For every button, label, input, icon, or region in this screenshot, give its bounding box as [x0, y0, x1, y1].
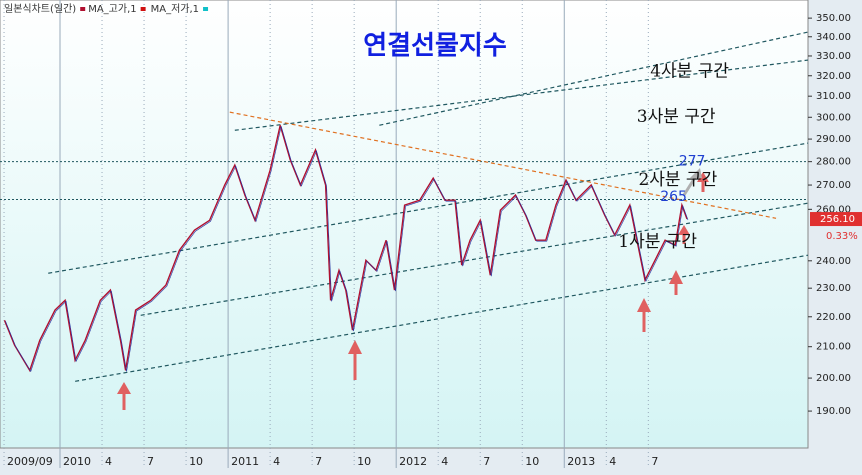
- x-tick-label: 2011: [231, 455, 259, 468]
- y-tick-label: 220.00: [816, 312, 851, 323]
- legend-swatch: [203, 7, 209, 11]
- y-tick-label: 260.00: [816, 204, 851, 215]
- y-tick-label: 210.00: [816, 342, 851, 353]
- annotation: 265: [660, 189, 687, 205]
- legend-label: MA_저가,1: [151, 3, 199, 15]
- x-tick-label: 7: [315, 455, 322, 468]
- annotation: 3사분 구간: [637, 107, 716, 127]
- y-tick-label: 240.00: [816, 256, 851, 267]
- y-tick-label: 320.00: [816, 71, 851, 82]
- y-tick-label: 330.00: [816, 51, 851, 62]
- y-tick-label: 340.00: [816, 32, 851, 43]
- y-tick-label: 290.00: [816, 134, 851, 145]
- change-label: 0.33%: [826, 231, 858, 242]
- trend-line: [75, 254, 809, 382]
- arrows: [117, 172, 709, 410]
- x-tick-label: 10: [525, 455, 539, 468]
- chart-title: 연결선물지수: [363, 31, 507, 61]
- price-line: [3, 125, 688, 373]
- legend-swatch: [140, 7, 146, 11]
- annotation: 277: [679, 154, 706, 170]
- plot-area: [0, 0, 809, 449]
- last-price-label: 256.10: [820, 214, 855, 225]
- x-tick-label: 2010: [63, 455, 91, 468]
- price-shadow: [5, 126, 689, 373]
- legend-label: 일본식차트(일간): [4, 3, 76, 15]
- arrow: [682, 175, 698, 196]
- last-price-box: [810, 212, 862, 227]
- y-tick-label: 280.00: [816, 157, 851, 168]
- y-tick-label: 230.00: [816, 283, 851, 294]
- x-tick-label: 4: [441, 455, 448, 468]
- y-tick-label: 310.00: [816, 91, 851, 102]
- annotation: 4사분 구간: [650, 61, 729, 81]
- trend-line: [140, 202, 809, 316]
- x-tick-label: 10: [357, 455, 371, 468]
- x-tick-label: 10: [189, 455, 203, 468]
- x-tick-label: 2013: [567, 455, 595, 468]
- x-tick-label: 4: [105, 455, 112, 468]
- y-tick-label: 350.00: [816, 13, 851, 24]
- y-tick-label: 190.00: [816, 406, 851, 417]
- legend-label: MA_고가,1: [88, 3, 136, 15]
- x-tick-label: 2012: [399, 455, 427, 468]
- x-tick-label: 4: [273, 455, 280, 468]
- x-tick-label: 7: [651, 455, 658, 468]
- trend-line: [234, 59, 809, 131]
- y-tick-label: 200.00: [816, 373, 851, 384]
- trend-line: [48, 142, 809, 274]
- x-tick-label: 7: [483, 455, 490, 468]
- legend-swatch: [80, 7, 86, 11]
- trend-line: [229, 111, 777, 219]
- trend-line: [379, 31, 809, 126]
- annotation: 2사분 구간: [638, 170, 717, 190]
- annotation: 1사분 구간: [618, 232, 697, 252]
- x-tick-label: 7: [147, 455, 154, 468]
- x-tick-label: 2009/09: [7, 455, 53, 468]
- x-tick-label: 4: [609, 455, 616, 468]
- y-tick-label: 300.00: [816, 112, 851, 123]
- y-tick-label: 270.00: [816, 180, 851, 191]
- arrow: [690, 168, 702, 178]
